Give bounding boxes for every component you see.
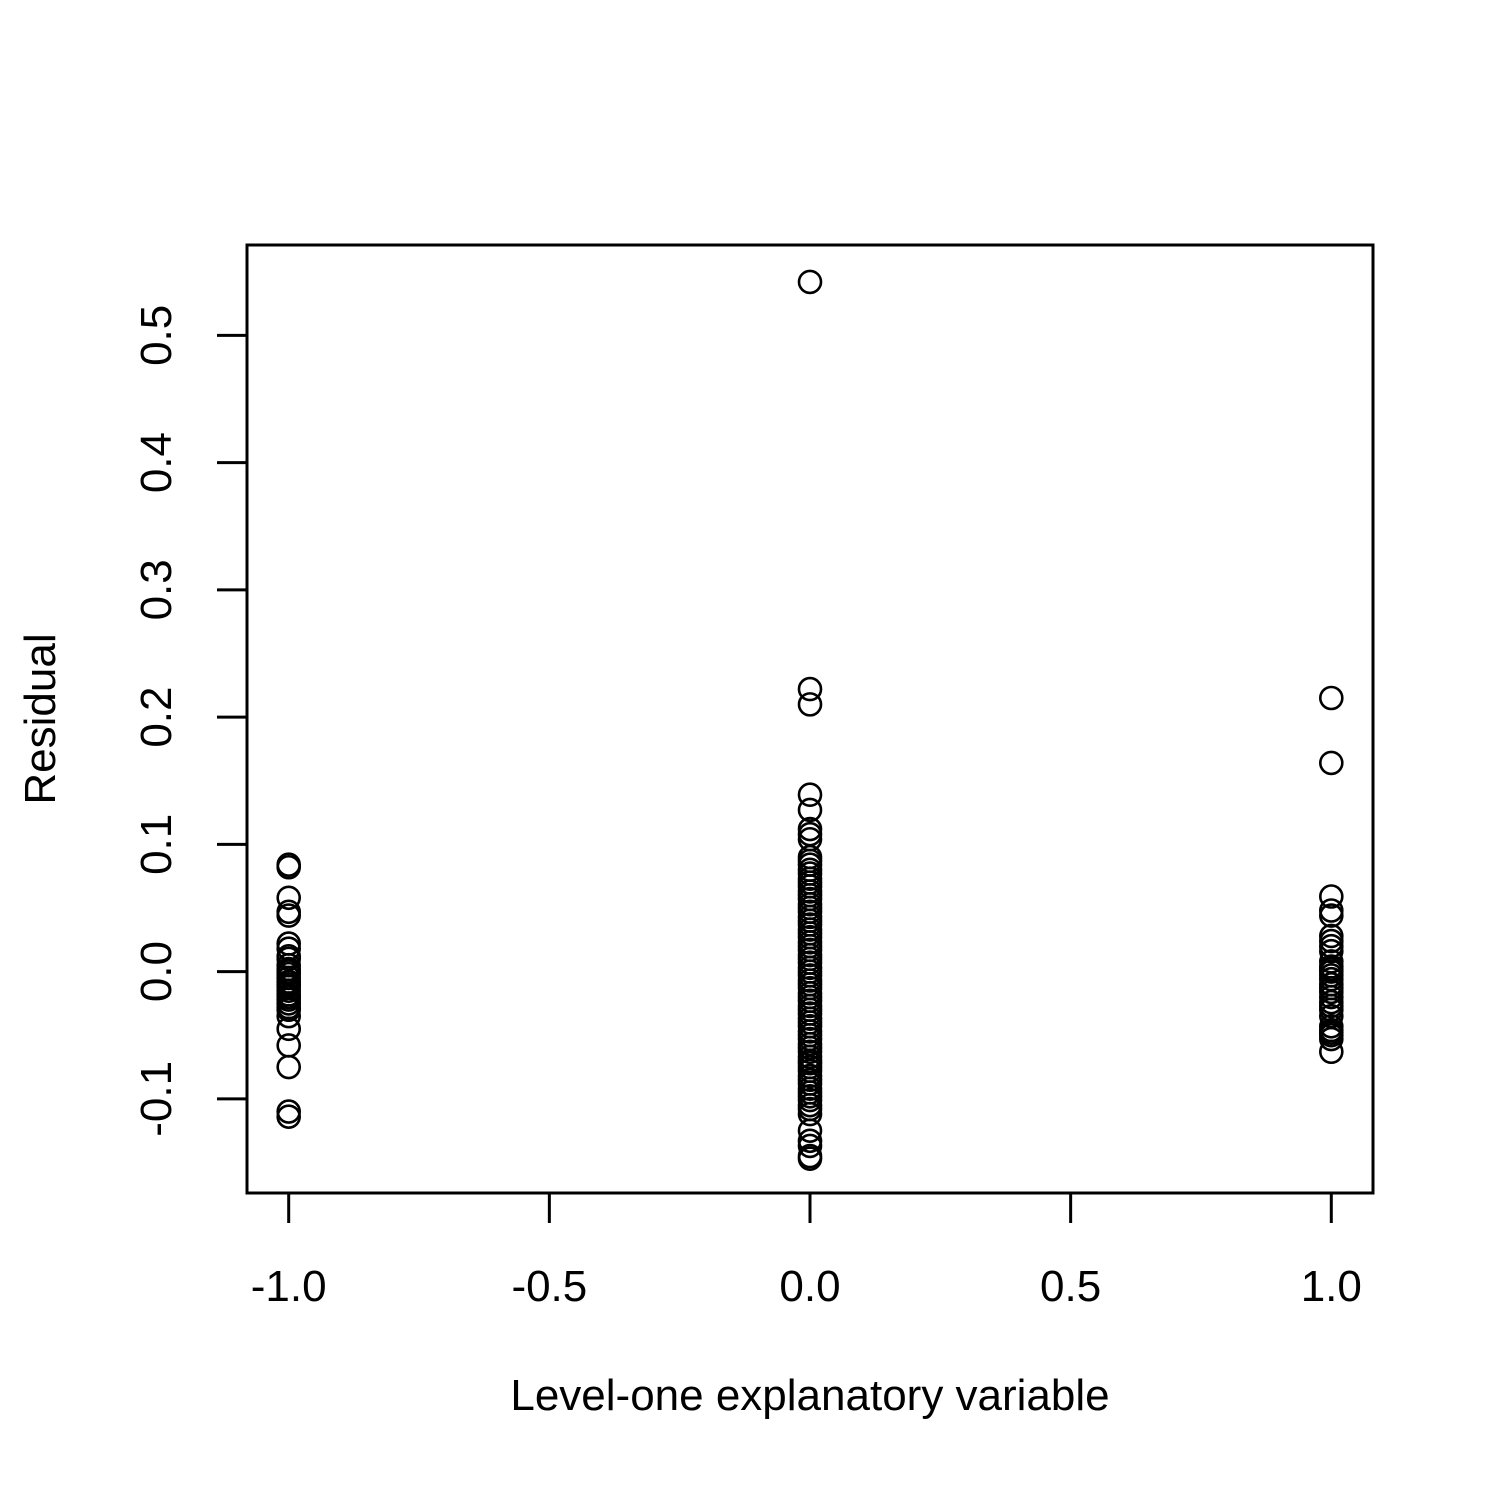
data-point xyxy=(797,269,823,295)
data-point xyxy=(797,692,823,717)
data-point xyxy=(276,1099,302,1124)
x-axis-title: Level-one explanatory variable xyxy=(510,1371,1109,1420)
data-point xyxy=(1318,938,1344,964)
data-point xyxy=(797,782,823,808)
data-point xyxy=(1318,685,1344,711)
data-point xyxy=(797,1118,823,1143)
data-points xyxy=(276,269,1344,1171)
y-tick-label: 0.4 xyxy=(132,432,181,493)
x-tick-label: -1.0 xyxy=(251,1262,327,1311)
y-tick-label: 0.5 xyxy=(132,305,181,366)
data-point xyxy=(276,854,302,880)
data-point xyxy=(276,1003,302,1029)
x-axis: -1.0 -0.5 0.0 0.5 1.0 xyxy=(251,1191,1362,1311)
data-point xyxy=(1318,903,1344,928)
data-point xyxy=(276,1033,302,1058)
data-point xyxy=(797,676,823,702)
y-tick-label: 0.2 xyxy=(132,687,181,748)
data-point xyxy=(797,1101,823,1127)
data-point xyxy=(1318,750,1344,776)
data-point xyxy=(797,821,823,847)
data-point xyxy=(1318,1026,1344,1052)
y-axis-title: Residual xyxy=(16,633,65,804)
data-point xyxy=(1318,884,1344,909)
data-point xyxy=(276,1054,302,1080)
data-point xyxy=(276,997,302,1023)
y-tick-label: 0.1 xyxy=(132,814,181,875)
y-axis: -0.1 0.0 0.1 0.2 0.3 0.4 0.5 xyxy=(132,305,249,1137)
y-tick-label: 0.3 xyxy=(132,559,181,620)
data-point xyxy=(276,903,302,928)
data-point xyxy=(1318,1039,1344,1065)
y-tick-label: -0.1 xyxy=(132,1061,181,1137)
x-tick-label: 1.0 xyxy=(1301,1262,1362,1311)
data-point xyxy=(797,797,823,823)
data-point xyxy=(276,1016,302,1042)
y-tick-label: 0.0 xyxy=(132,941,181,1002)
data-point xyxy=(276,1104,302,1129)
x-tick-label: -0.5 xyxy=(511,1262,587,1311)
data-point xyxy=(797,1133,823,1159)
x-tick-label: 0.5 xyxy=(1040,1262,1101,1311)
data-point xyxy=(797,1146,823,1171)
data-point xyxy=(1318,898,1344,923)
data-point xyxy=(276,885,302,911)
x-tick-label: 0.0 xyxy=(779,1262,840,1311)
